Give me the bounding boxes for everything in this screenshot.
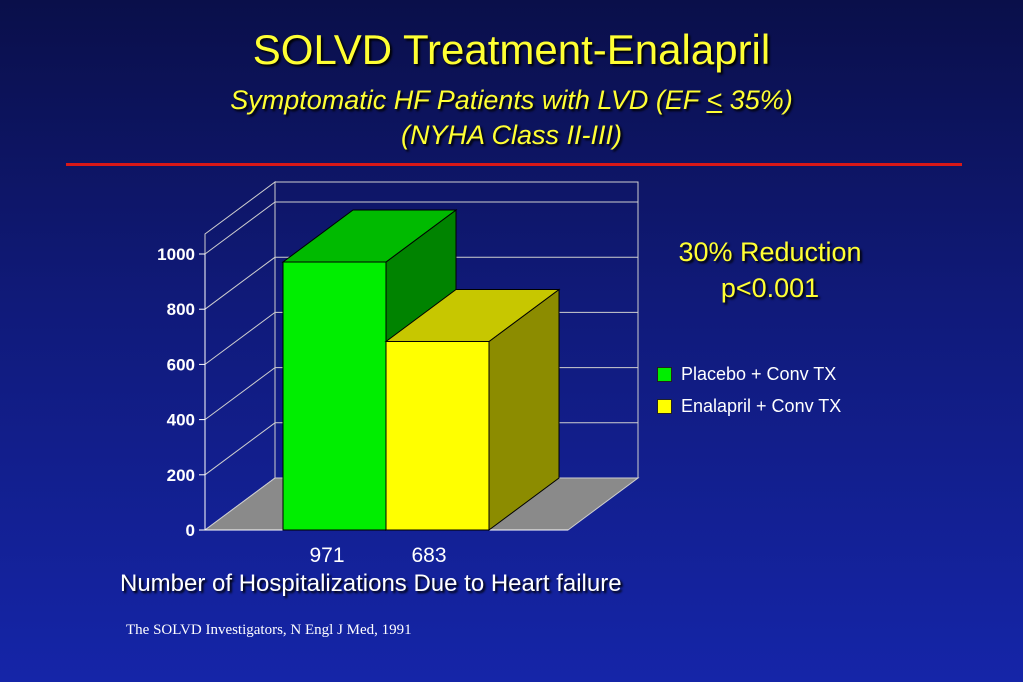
y-tick-label: 0	[186, 521, 195, 540]
reduction-annotation: 30% Reduction	[678, 237, 862, 267]
chart-legend: Placebo + Conv TX Enalapril + Conv TX	[657, 363, 841, 427]
gridline-diagonal	[204, 311, 276, 365]
citation: The SOLVD Investigators, N Engl J Med, 1…	[126, 622, 412, 638]
y-tick-label: 600	[167, 355, 195, 374]
gridline-diagonal	[204, 422, 276, 476]
legend-item-enalapril: Enalapril + Conv TX	[657, 395, 841, 417]
bar-front-0	[282, 261, 387, 531]
legend-label-placebo: Placebo + Conv TX	[681, 363, 837, 384]
gridline-diagonal	[204, 201, 276, 255]
slide-subtitle-line1: Symptomatic HF Patients with LVD (EF < 3…	[230, 85, 793, 115]
x-category-label: 971	[309, 544, 344, 567]
y-tick-label: 400	[167, 411, 195, 430]
slide-title: SOLVD Treatment-Enalapril	[252, 26, 771, 73]
chart-caption: Number of Hospitalizations Due to Heart …	[120, 570, 622, 597]
pvalue-annotation: p<0.001	[720, 273, 820, 303]
gridline-diagonal	[204, 367, 276, 421]
x-category-label: 683	[411, 544, 446, 567]
legend-swatch-enalapril	[657, 398, 672, 414]
bar-front-1	[385, 340, 490, 531]
legend-label-enalapril: Enalapril + Conv TX	[681, 395, 842, 416]
gridline-diagonal	[204, 256, 276, 310]
y-tick-label: 800	[167, 300, 195, 319]
legend-swatch-placebo	[657, 366, 672, 382]
y-tick-label: 1000	[157, 245, 195, 264]
title-divider	[66, 163, 962, 166]
legend-item-placebo: Placebo + Conv TX	[657, 363, 841, 385]
slide-subtitle-line2: (NYHA Class II-III)	[400, 120, 622, 150]
y-tick-label: 200	[167, 466, 195, 485]
